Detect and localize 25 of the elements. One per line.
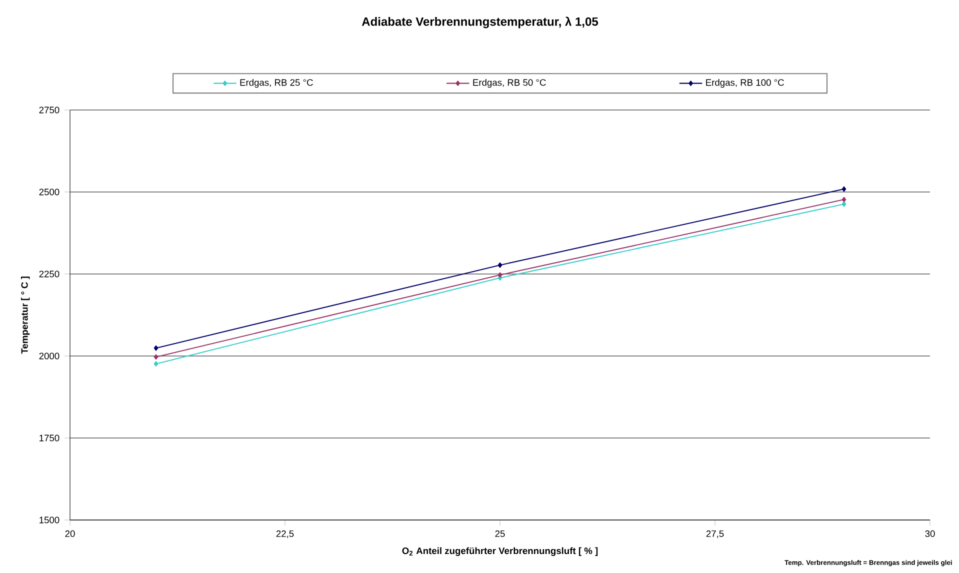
y-tick-label: 2750 xyxy=(39,106,60,114)
y-tick-label: 1500 xyxy=(40,516,60,524)
y-axis-title: Temperatur [ ° C ] xyxy=(21,276,30,354)
x-tick-label: 22,5 xyxy=(276,530,294,538)
y-tick-label: 2500 xyxy=(39,188,60,196)
y-tick-label: 2250 xyxy=(39,270,60,278)
chart-title: Adiabate Verbrennungstemperatur, λ 1,05 xyxy=(362,16,598,28)
point xyxy=(842,201,846,207)
x-tick-label: 27,5 xyxy=(706,530,724,538)
point xyxy=(498,272,502,278)
x-tick-label: 25 xyxy=(495,530,505,537)
point xyxy=(498,262,502,268)
x-tick-label: 30 xyxy=(925,530,935,537)
point xyxy=(154,361,158,367)
point xyxy=(154,345,158,351)
point xyxy=(842,186,846,192)
x-tick-label: 20 xyxy=(65,530,75,537)
point xyxy=(154,354,158,360)
legend-label: Erdgas, RB 25 °C xyxy=(240,78,313,88)
point xyxy=(842,196,846,202)
legend-label: Erdgas, RB 50 °C xyxy=(473,78,546,88)
x-axis-title: O$_{2}$ Anteil zugeführter Verbrennungsluft [ % ] xyxy=(402,547,598,556)
legend-label: Erdgas, RB 100 °C xyxy=(706,78,784,88)
y-tick-label: 2000 xyxy=(39,352,60,360)
y-tick-label: 1750 xyxy=(40,434,60,442)
